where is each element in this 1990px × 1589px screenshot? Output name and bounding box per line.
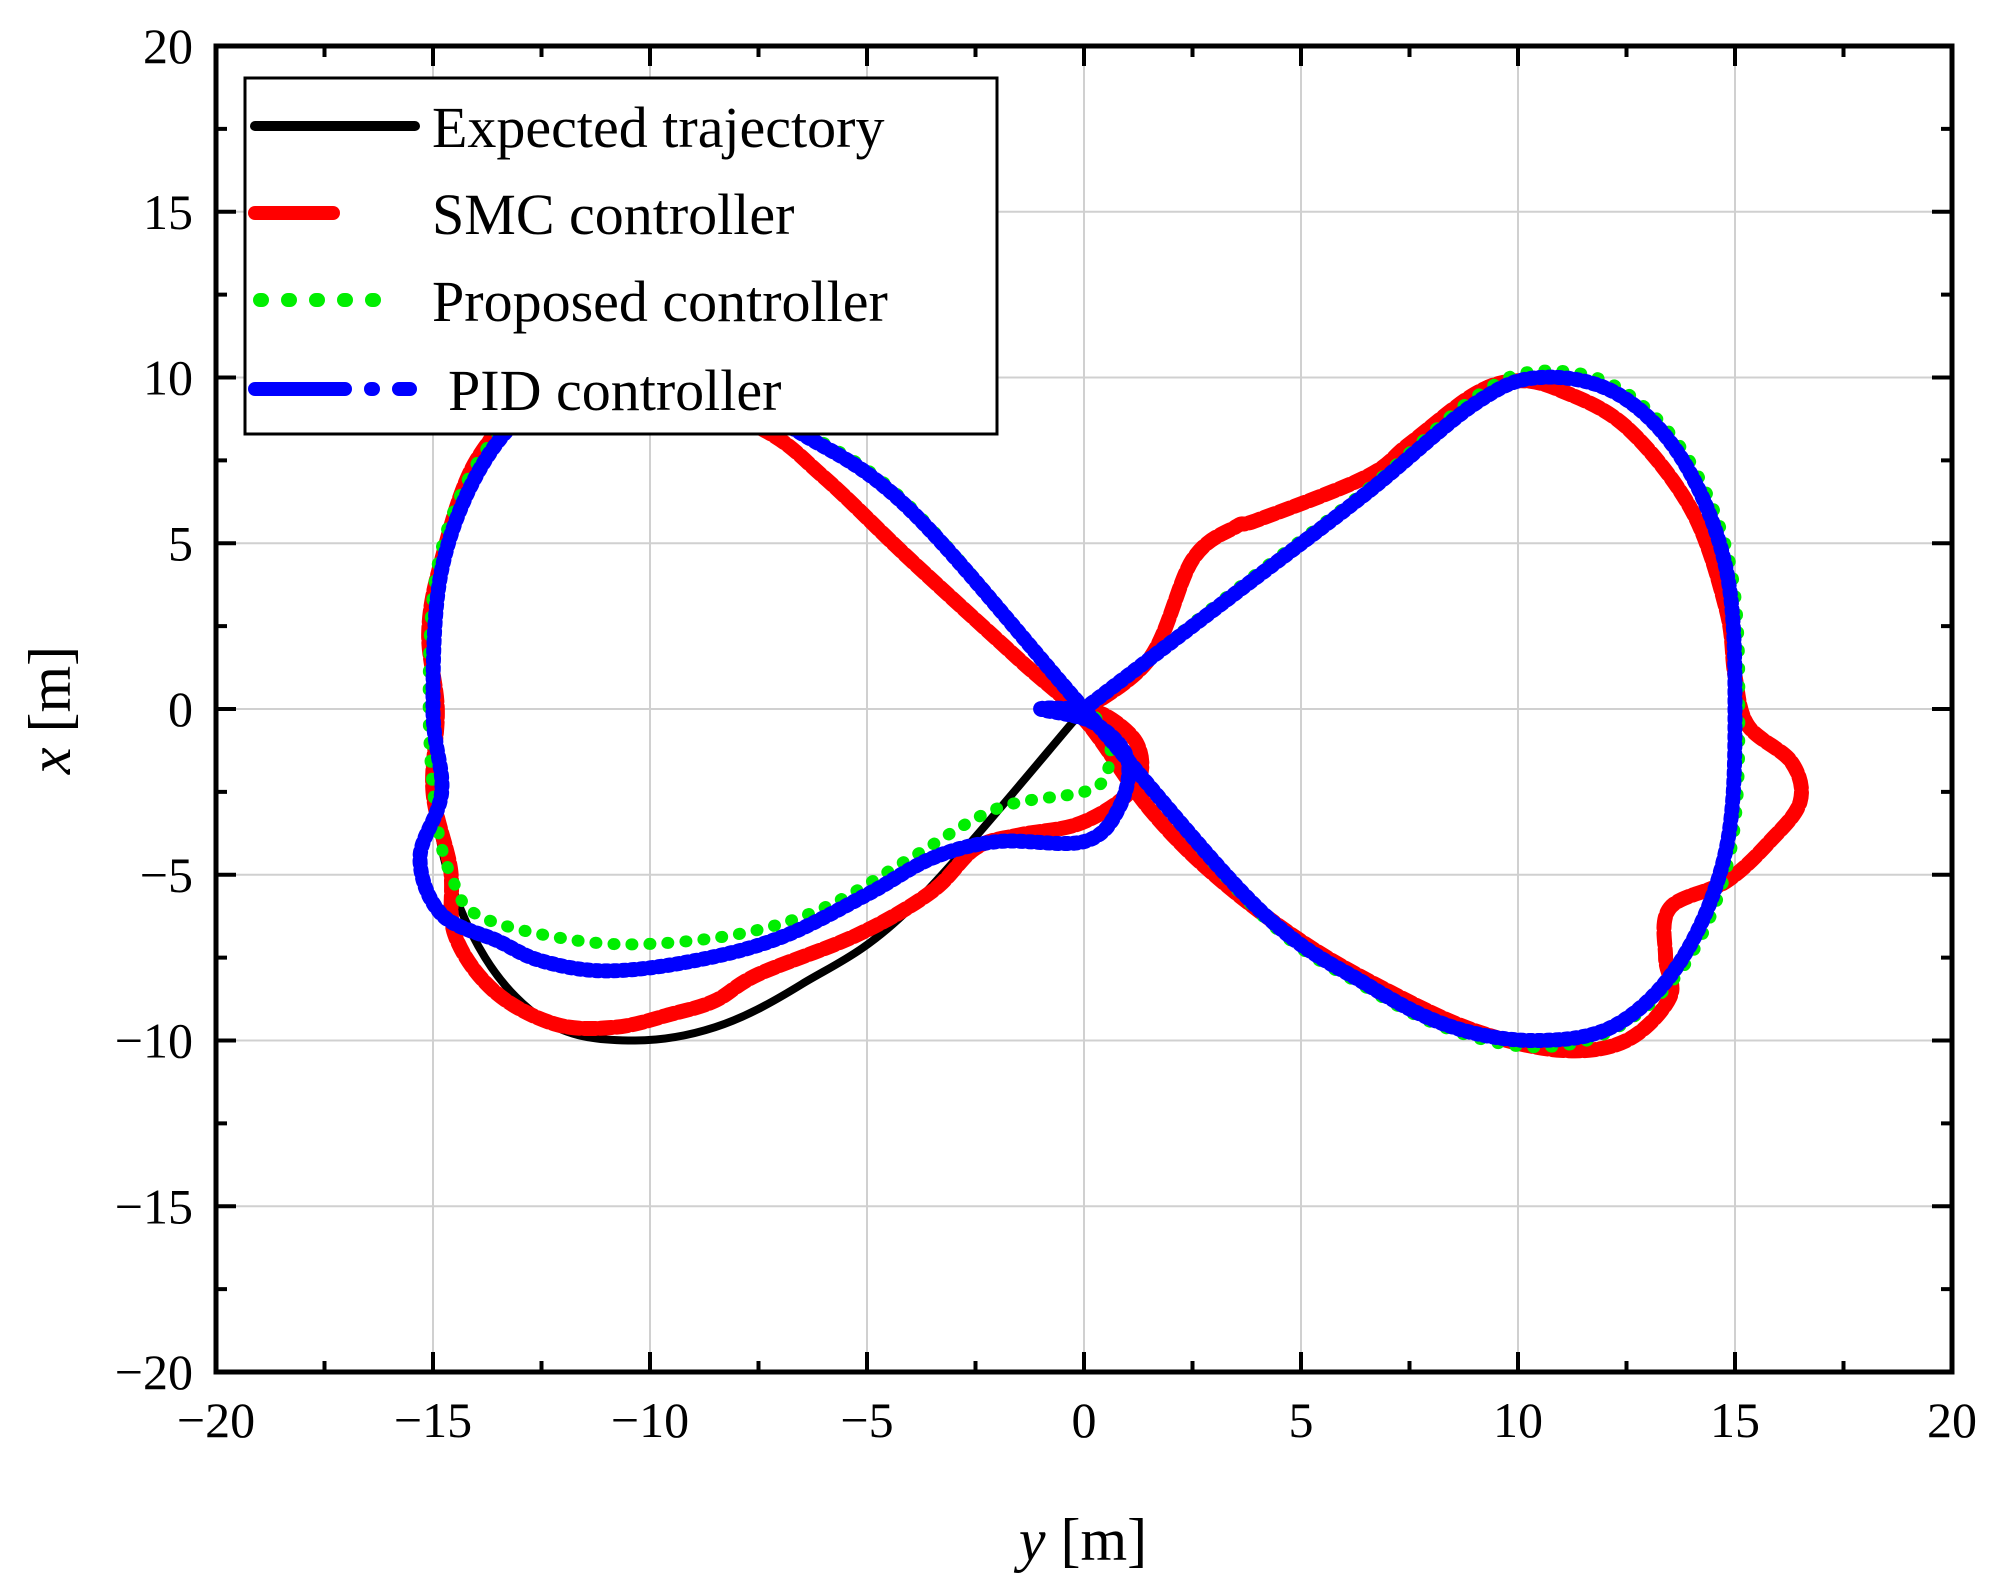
tick-labels: −20 −15 −10 −5 0 5 10 15 20 −20 −15 −10 −5 0 5 10 15 20 (115, 18, 1977, 1448)
y-axis-symbol: x (17, 747, 83, 775)
x-tick-label: −15 (394, 1392, 472, 1448)
x-tick-label: 10 (1493, 1392, 1543, 1448)
y-tick-label: −20 (115, 1344, 193, 1400)
x-tick-label: 0 (1072, 1392, 1097, 1448)
y-tick-label: −10 (115, 1013, 193, 1069)
y-axis-title: x [m] (17, 646, 83, 775)
x-tick-label: 5 (1289, 1392, 1314, 1448)
x-axis-title: y [m] (1013, 1507, 1147, 1573)
legend-label-smc: SMC controller (432, 182, 794, 247)
y-tick-label: 10 (143, 350, 193, 406)
x-tick-label: −20 (177, 1392, 255, 1448)
legend-box (243, 76, 999, 436)
legend-label-proposed: Proposed controller (432, 269, 888, 334)
y-tick-label: 15 (143, 184, 193, 240)
axis-ticks (214, 44, 1954, 1374)
x-tick-label: −10 (611, 1392, 689, 1448)
x-axis-unit: [m] (1046, 1507, 1148, 1573)
y-tick-label: 5 (168, 515, 193, 571)
y-axis-unit: [m] (17, 646, 83, 748)
y-tick-label: −5 (140, 847, 193, 903)
x-tick-label: 20 (1927, 1392, 1977, 1448)
x-tick-label: −5 (840, 1392, 893, 1448)
x-tick-label: 15 (1710, 1392, 1760, 1448)
legend-label-pid: PID controller (448, 358, 781, 423)
y-tick-label: −15 (115, 1178, 193, 1234)
y-tick-label: 0 (168, 681, 193, 737)
x-axis-symbol: y (1013, 1507, 1046, 1573)
legend-label-expected: Expected trajectory (432, 95, 884, 160)
y-tick-label: 20 (143, 18, 193, 74)
legend: Expected trajectory SMC controller Propo… (243, 76, 999, 436)
